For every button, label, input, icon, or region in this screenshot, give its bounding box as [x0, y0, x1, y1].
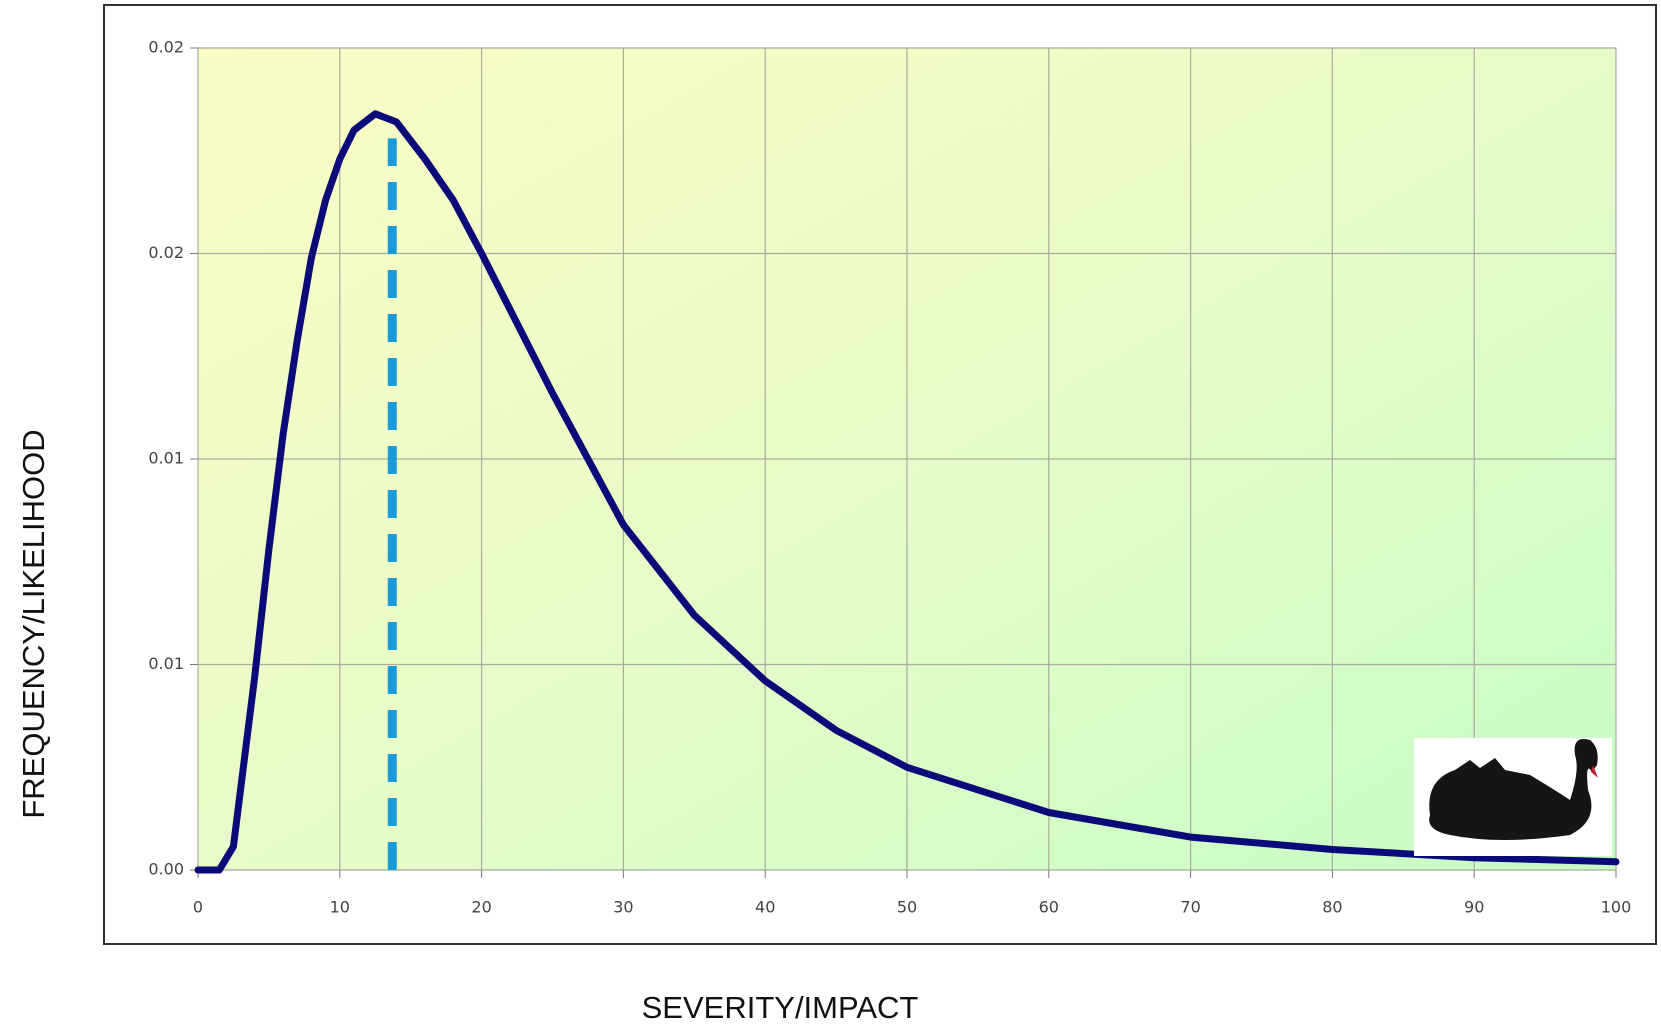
x-tick-label: 0 [193, 898, 203, 917]
y-tick-label: 0.00 [148, 860, 184, 879]
x-tick-label: 60 [1039, 898, 1059, 917]
y-tick-label: 0.02 [148, 38, 184, 57]
x-tick-label: 40 [755, 898, 775, 917]
x-tick-label: 30 [613, 898, 633, 917]
y-tick-label: 0.01 [148, 449, 184, 468]
x-tick-label: 70 [1180, 898, 1200, 917]
x-tick-label: 90 [1464, 898, 1484, 917]
x-axis-title: SEVERITY/IMPACT [642, 990, 919, 1025]
y-axis-title: FREQUENCY/LIKELIHOOD [16, 429, 51, 818]
x-tick-label: 50 [897, 898, 917, 917]
grid [190, 47, 1617, 878]
x-tick-label: 80 [1322, 898, 1342, 917]
y-tick-label: 0.01 [148, 654, 184, 673]
data-line [194, 110, 1620, 874]
y-tick-label: 0.02 [148, 243, 184, 262]
marks [194, 110, 1620, 874]
x-tick-label: 10 [330, 898, 350, 917]
x-tick-label: 100 [1601, 898, 1632, 917]
x-tick-label: 20 [471, 898, 491, 917]
black-swan [1414, 738, 1612, 856]
